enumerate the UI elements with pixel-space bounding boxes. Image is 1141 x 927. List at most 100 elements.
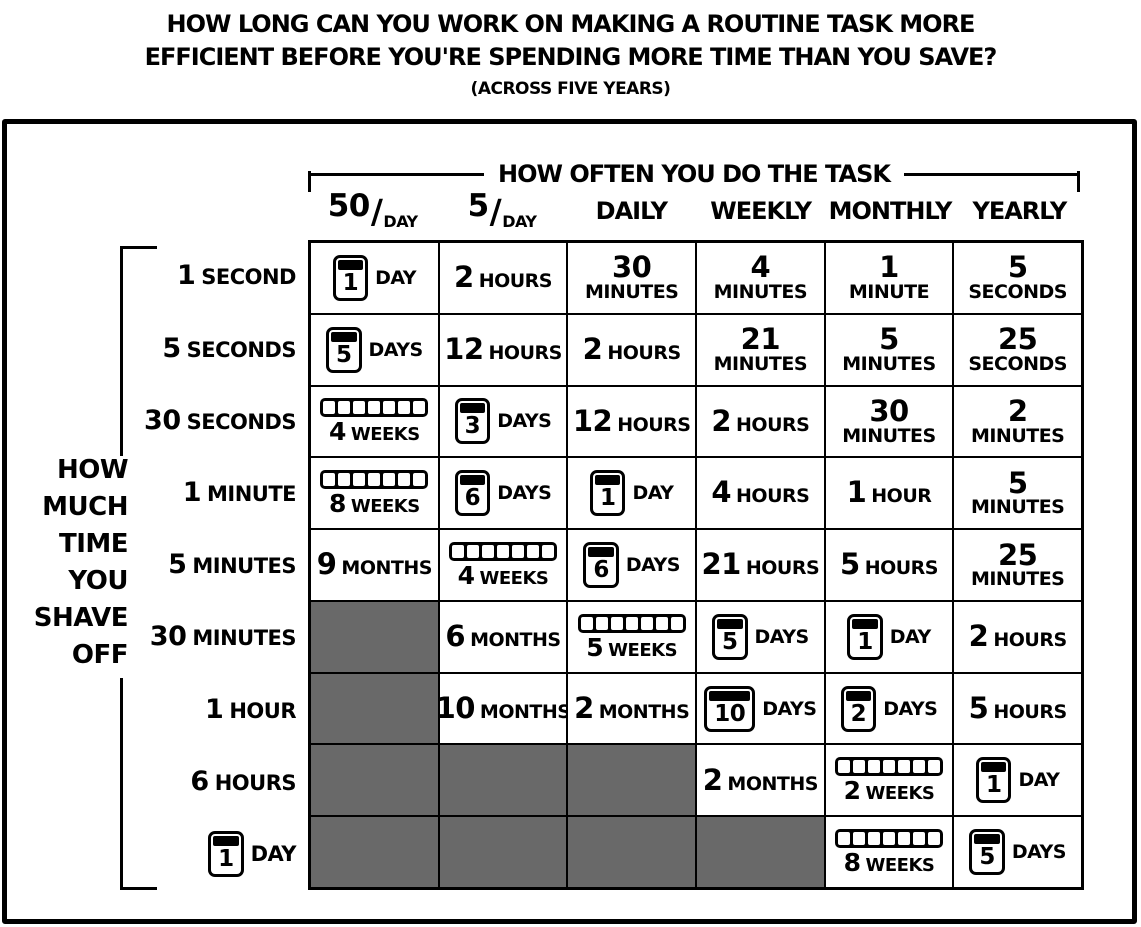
weeks-value: 2 WEEKS [834,757,943,805]
week-day-box [496,544,509,558]
cell-line: MINUTES [971,497,1065,517]
text: MINUTES [970,424,1065,447]
table-cell: 30 MINUTES [824,385,954,458]
cell-line: 5 [1008,253,1028,283]
cell-line: 12 HOURS [444,334,562,365]
cell-line: 2 HOURS [968,618,1067,653]
empty-cell [310,816,439,888]
text: WEEKS [865,783,935,805]
row-axis-label-word: HOW [56,455,129,485]
row-bracket-line-lower [120,678,123,890]
empty-cell [438,744,568,817]
week-day-box [580,616,593,630]
week-day-box [466,544,479,558]
text: 1 [879,250,899,285]
calendar-top-bar [588,546,614,557]
week-day-box [852,760,865,774]
week-day-box [323,472,336,486]
cell-line: SECONDS [968,354,1067,374]
week-strip-icon [448,541,557,561]
table-cell: 25 SECONDS [953,313,1082,386]
table-cell: 5 HOURS [824,529,954,601]
table-cell: 21 HOURS [696,529,825,601]
calendar-value: 1 DAY [208,830,297,877]
column-header: YEARLY [955,187,1084,235]
week-day-box [413,472,426,486]
calendar-icon: 2 [840,685,877,732]
text: MINUTES [192,554,296,579]
cell-line: MINUTES [842,354,936,374]
cell-line: MINUTES [842,426,936,446]
week-day-box [353,472,366,486]
calendar-value: 1 DAY [975,757,1060,804]
text: SECOND [201,265,296,290]
text: HOURS [993,628,1067,651]
cell-line: 2 MONTHS [574,693,690,724]
calendar-value: 5 DAYS [326,326,423,373]
text: YEARLY [972,197,1067,225]
calendar-number: 5 [979,844,995,871]
calendar-number: 1 [342,269,359,296]
week-day-box [867,831,880,845]
calendar-top-bar [852,618,878,629]
table-cell: 2 MONTHS [696,744,825,817]
text: 4 [457,560,475,590]
week-day-box [625,616,638,630]
week-day-box [670,616,683,630]
row-label: 1 DAY [126,818,300,890]
text: / [489,191,502,231]
title-line-2: EFFICIENT BEFORE YOU'RE SPENDING MORE TI… [144,43,998,71]
cell-line: 5 HOURS [969,693,1067,724]
cell-line: 10 MONTHS [438,690,567,725]
week-day-box [912,831,925,845]
cell-line: MINUTES [585,282,679,302]
cell-line: 1 [879,253,899,283]
row-axis-label-word: SHAVE [33,603,129,633]
text: 50 [327,188,371,224]
cell-line: 25 [998,540,1038,571]
cell-line: 4 WEEKS [329,419,420,445]
calendar-icon: 1 [208,830,244,877]
row-label: 30 MINUTES [126,601,300,673]
text: 1 [205,693,224,725]
calendar-value: 10 DAYS [704,685,817,732]
cell-line: 2 HOURS [582,331,681,366]
calendar-value: 5 DAYS [712,613,809,660]
table-cell: 12 HOURS [567,385,696,458]
text: 2 [968,618,989,653]
text: DAILY [595,197,668,225]
week-day-box [481,544,494,558]
calendar-icon: 3 [454,398,491,445]
table-cell: 5 MINUTES [824,313,954,386]
cell-line: 6 HOURS [190,768,296,796]
cell-label: DAY [632,482,674,505]
text: WEEKS [479,567,549,589]
text: 21 [701,547,742,582]
row-labels: 1 SECOND 5 SECONDS 30 SECONDS 1 MINUTE 5 MINUTES 3… [126,240,300,890]
calendar-number: 6 [464,485,481,512]
calendar-number: 1 [857,628,873,655]
week-strip-icon [320,398,429,418]
column-header: 50/DAY [308,187,437,235]
week-day-box [640,616,653,630]
calendar-top-bar [594,475,621,486]
week-day-box [398,401,411,415]
text: HOURS [736,485,810,508]
text: 2 [582,331,603,366]
table-cell: 9 MONTHS [310,529,439,601]
text: 8 [843,847,861,877]
text: HOURS [864,557,939,580]
text: MONTHS [727,772,818,795]
empty-cell [567,816,696,888]
week-day-box [897,831,910,845]
text: 10 [438,690,476,725]
table-cell: 5 DAYS [696,600,825,673]
cell-line: 1 HOUR [847,478,932,508]
column-headers: 50/DAY 5/DAY DAILY WEEKLY MONTHLY YEARLY [308,187,1084,235]
text: 12 [572,403,613,438]
table-cell: 2 MONTHS [567,672,696,745]
week-day-box [526,544,539,558]
calendar-icon: 6 [454,470,491,517]
text: 1 [846,475,867,510]
text: 5 [168,549,187,581]
